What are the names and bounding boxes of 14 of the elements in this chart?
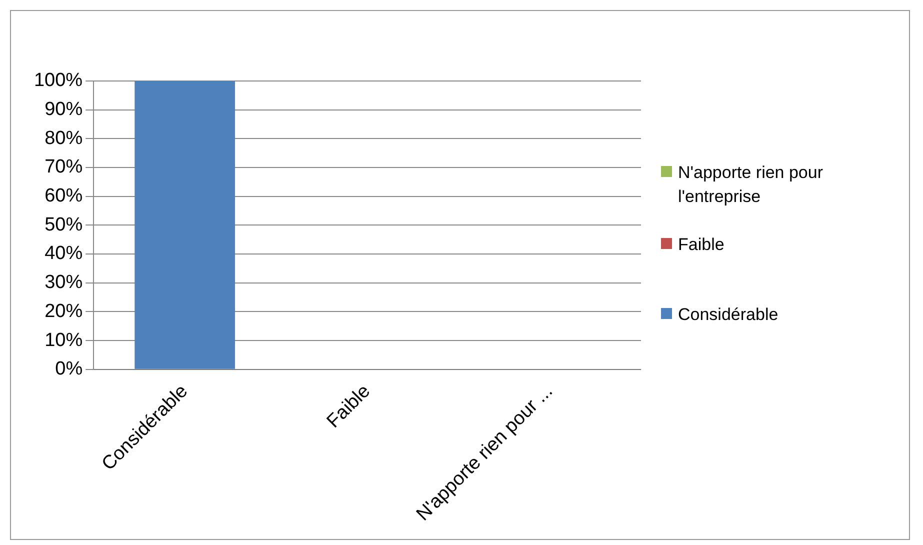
legend-label: Considérable bbox=[678, 304, 778, 326]
y-tick-label: 100% bbox=[34, 70, 83, 92]
legend-label: N'apporte rien pour l'entreprise bbox=[678, 162, 824, 208]
y-tick-label: 70% bbox=[44, 156, 83, 178]
y-tick-label: 30% bbox=[44, 272, 83, 294]
y-tick-label: 90% bbox=[44, 99, 83, 120]
y-tick-label: 20% bbox=[44, 300, 83, 322]
y-tick-label: 50% bbox=[44, 214, 83, 236]
y-tick-label: 60% bbox=[44, 186, 83, 207]
y-tick-label: 40% bbox=[44, 243, 83, 264]
y-tick-label: 10% bbox=[44, 330, 83, 351]
y-tick-label: 80% bbox=[44, 128, 83, 149]
y-tick-label: 0% bbox=[55, 358, 83, 380]
legend-label: Faible bbox=[678, 234, 724, 256]
